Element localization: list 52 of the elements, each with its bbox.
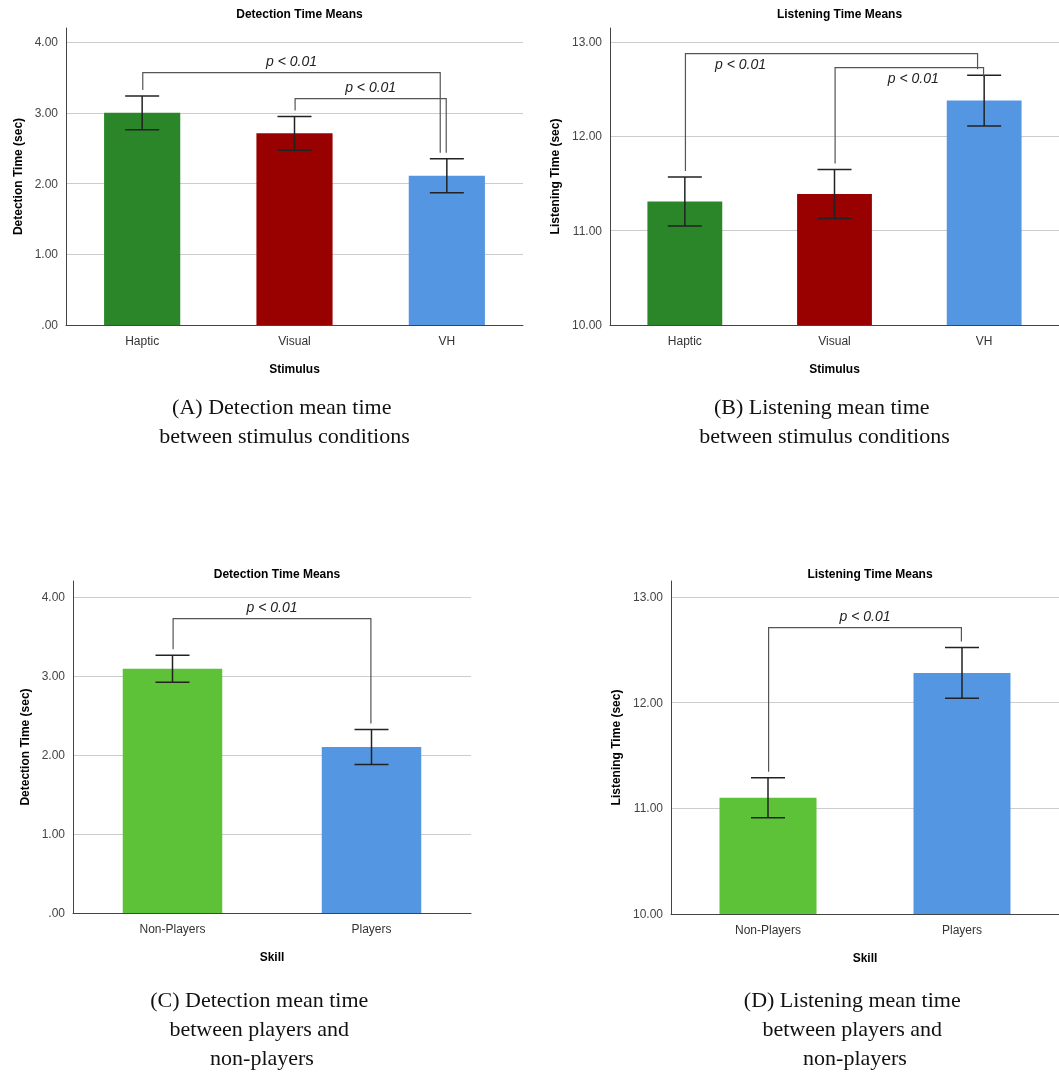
x-axis-title: Stimulus <box>809 362 861 376</box>
y-tick-label: 4.00 <box>41 589 66 604</box>
text: (B) Listening mean time between stimulus conditions <box>699 394 950 448</box>
y-tick-label: .00 <box>41 318 59 332</box>
y-tick-label: 11.00 <box>633 801 664 816</box>
text: (A) Detection mean time between stimulus conditions <box>159 394 410 448</box>
annotation: p < 0.01 <box>838 608 891 624</box>
y-tick-label: 13.00 <box>571 35 603 50</box>
annotation: p < 0.01 <box>886 70 939 86</box>
y-tick-label: 3.00 <box>41 668 66 683</box>
chart-title: Listening Time Means <box>807 567 933 581</box>
x-tick-label: Visual <box>278 334 311 348</box>
annotation: p < 0.01 <box>714 56 766 72</box>
y-tick-label: .00 <box>48 906 66 920</box>
text: (D) Listening mean time between players and non-players <box>743 987 967 1070</box>
annotation: p < 0.01 <box>245 599 298 615</box>
y-tick-label: 12.00 <box>571 129 603 144</box>
y-tick-label: 11.00 <box>572 223 603 238</box>
y-tick-label: 12.00 <box>632 695 664 710</box>
x-tick-label: Players <box>351 922 392 936</box>
x-tick-label: Haptic <box>125 334 160 348</box>
chart-title: Detection Time Means <box>236 7 364 21</box>
x-axis-title: Stimulus <box>269 362 321 376</box>
bar <box>104 112 181 325</box>
y-tick-label: 3.00 <box>34 105 59 120</box>
x-tick-label: Players <box>941 923 983 937</box>
chart-title: Detection Time Means <box>213 567 341 581</box>
x-tick-label: VH <box>438 334 456 348</box>
x-tick-label: VH <box>975 334 993 348</box>
y-axis-title: Listening Time (sec) <box>609 689 624 806</box>
y-axis-title: Detection Time (sec) <box>10 117 25 236</box>
x-axis-title: Skill <box>852 951 878 965</box>
y-axis-title: Detection Time (sec) <box>17 688 32 806</box>
y-axis-title: Listening Time (sec) <box>548 118 563 235</box>
chart-title: Listening Time Means <box>776 7 903 21</box>
bar <box>408 175 485 325</box>
annotation: p < 0.01 <box>265 53 317 69</box>
y-tick-label: 2.00 <box>41 747 66 762</box>
y-tick-label: 13.00 <box>632 589 664 604</box>
y-tick-label: 2.00 <box>34 176 59 191</box>
text: (C) Detection mean time between players and non-players <box>150 987 374 1070</box>
x-axis-title: Skill <box>259 950 285 964</box>
x-tick-label: Non-Players <box>734 923 802 937</box>
x-tick-label: Haptic <box>667 334 702 348</box>
annotation: p < 0.01 <box>344 79 397 95</box>
x-tick-label: Non-Players <box>139 922 206 936</box>
y-tick-label: 10.00 <box>632 907 664 921</box>
y-tick-label: 10.00 <box>571 318 603 332</box>
y-tick-label: 4.00 <box>34 35 59 50</box>
x-tick-label: Visual <box>818 334 851 348</box>
y-tick-label: 1.00 <box>41 826 66 841</box>
y-tick-label: 1.00 <box>34 247 59 262</box>
